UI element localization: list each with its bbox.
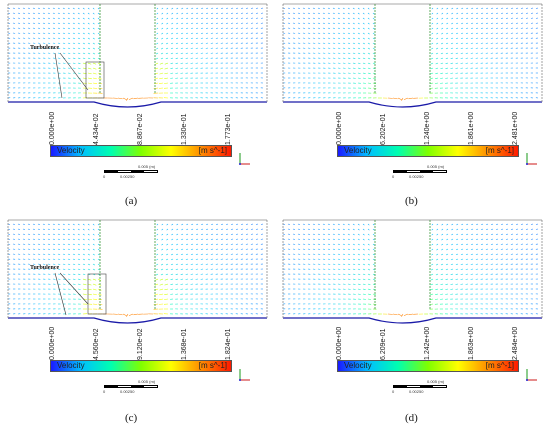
velocity-colorbar: Velocity [m s^-1] [337, 360, 519, 372]
colorbar-tick: 1.240e+00 [424, 111, 431, 145]
colorbar-tick: 8.867e-02 [137, 113, 144, 145]
velocity-colorbar: Velocity [m s^-1] [337, 145, 519, 157]
scale-label: 0 [392, 389, 395, 394]
scale-label: 0 [392, 174, 395, 179]
coordinate-axes-icon [239, 369, 250, 381]
colorbar-tick: 0.000e+00 [49, 111, 56, 145]
colorbar-tick: 1.773e-01 [225, 113, 232, 145]
panel-caption: (a) [125, 195, 138, 207]
coordinate-axes-icon [239, 153, 250, 165]
colorbar-name: Velocity [57, 146, 85, 155]
colorbar-tick: 2.481e+00 [512, 111, 519, 145]
length-scale-bar: 0 0.00250 0.005 (m) [103, 379, 158, 394]
colorbar-name: Velocity [344, 361, 372, 370]
colorbar-tick: 0.000e+00 [336, 111, 343, 145]
colorbar-tick: 6.209e-01 [380, 328, 387, 360]
scale-label: 0.00250 [409, 174, 424, 179]
panel-a: Turbulence 0.000e+00 4.434e-02 8.867e-02… [0, 0, 275, 216]
turbulence-label: Turbulence [30, 265, 60, 271]
turbulence-label: Turbulence [30, 45, 60, 51]
scale-label: 0.005 (m) [427, 164, 445, 169]
panel-caption: (c) [125, 412, 138, 424]
colorbar-tick: 1.824e-01 [225, 328, 232, 360]
panel-d: 0.000e+00 6.209e-01 1.242e+00 1.863e+00 … [275, 216, 550, 432]
colorbar-tick: 1.368e-01 [181, 328, 188, 360]
length-scale-bar: 0 0.00250 0.005 (m) [392, 164, 447, 179]
turbulence-arrows [54, 272, 107, 316]
length-scale-bar: 0 0.00250 0.005 (m) [103, 164, 158, 179]
velocity-vector-field [7, 219, 268, 324]
velocity-vector-field [282, 219, 543, 324]
colorbar-tick: 0.000e+00 [336, 326, 343, 360]
colorbar-unit: [m s^-1] [485, 361, 514, 370]
coordinate-axes-icon [526, 369, 537, 381]
colorbar-tick: 4.434e-02 [93, 113, 100, 145]
colorbar-name: Velocity [57, 361, 85, 370]
panel-b: 0.000e+00 6.202e-01 1.240e+00 1.861e+00 … [275, 0, 550, 216]
scale-label: 0.005 (m) [138, 379, 156, 384]
panel-caption: (d) [405, 412, 418, 424]
scale-label: 0 [103, 174, 106, 179]
scale-label: 0.00250 [120, 174, 135, 179]
panel-c: Turbulence 0.000e+00 4.560e-02 9.120e-02… [0, 216, 275, 432]
turbulence-arrows [54, 52, 105, 99]
length-scale-bar: 0 0.00250 0.005 (m) [392, 379, 447, 394]
colorbar-tick: 1.863e+00 [468, 326, 475, 360]
velocity-colorbar: Velocity [m s^-1] [50, 360, 232, 372]
colorbar-name: Velocity [344, 146, 372, 155]
velocity-vector-field [7, 3, 268, 108]
colorbar-unit: [m s^-1] [485, 146, 514, 155]
colorbar-tick: 2.484e+00 [512, 326, 519, 360]
panel-caption: (b) [405, 195, 418, 207]
scale-label: 0.00250 [120, 389, 135, 394]
colorbar-tick: 9.120e-02 [137, 328, 144, 360]
colorbar-tick: 0.000e+00 [49, 326, 56, 360]
scale-label: 0.005 (m) [138, 164, 156, 169]
colorbar-unit: [m s^-1] [198, 146, 227, 155]
colorbar-tick: 1.242e+00 [424, 326, 431, 360]
scale-label: 0 [103, 389, 106, 394]
scale-label: 0.005 (m) [427, 379, 445, 384]
coordinate-axes-icon [526, 153, 537, 165]
velocity-vector-field [282, 3, 543, 108]
colorbar-tick: 1.861e+00 [468, 111, 475, 145]
colorbar-tick: 1.330e-01 [181, 113, 188, 145]
scale-label: 0.00250 [409, 389, 424, 394]
velocity-colorbar: Velocity [m s^-1] [50, 145, 232, 157]
colorbar-tick: 6.202e-01 [380, 113, 387, 145]
colorbar-unit: [m s^-1] [198, 361, 227, 370]
colorbar-tick: 4.560e-02 [93, 328, 100, 360]
